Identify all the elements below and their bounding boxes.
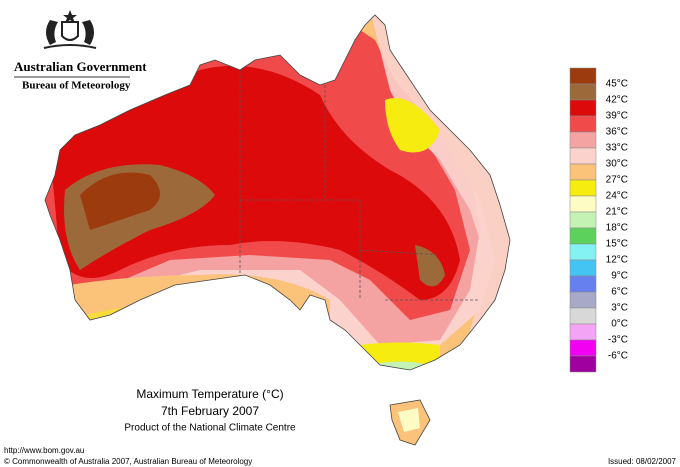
legend-swatch — [569, 259, 597, 277]
map-date: 7th February 2007 — [161, 404, 259, 418]
legend-swatch — [569, 115, 597, 133]
legend-swatch — [569, 163, 597, 181]
legend-swatch — [569, 195, 597, 213]
legend-label: 42°C — [606, 95, 628, 106]
map-product: Product of the National Climate Centre — [124, 423, 296, 434]
footer-issued: Issued: 08/02/2007 — [608, 457, 677, 466]
map-title: Maximum Temperature (°C) — [136, 387, 283, 401]
legend-label: 12°C — [606, 255, 628, 266]
legend-label: 45°C — [606, 79, 628, 90]
legend-label: -6°C — [608, 351, 628, 362]
legend-label: 27°C — [606, 175, 628, 186]
tasmania-interior — [398, 408, 420, 432]
legend-label: 33°C — [606, 143, 628, 154]
legend-swatch — [569, 307, 597, 325]
legend-label: 30°C — [606, 159, 628, 170]
legend-label: 36°C — [606, 127, 628, 138]
legend-swatch — [569, 83, 597, 101]
legend-swatch — [569, 131, 597, 149]
legend-label: 0°C — [611, 319, 628, 330]
footer-copyright: © Commonwealth of Australia 2007, Austra… — [4, 457, 252, 466]
legend-swatch — [569, 211, 597, 229]
legend-swatch — [569, 243, 597, 261]
legend-label: 24°C — [606, 191, 628, 202]
crest-logo — [43, 10, 97, 49]
bureau-name: Bureau of Meteorology — [22, 80, 131, 92]
legend-swatch — [569, 99, 597, 117]
legend-label: -3°C — [608, 335, 628, 346]
legend-swatch — [569, 291, 597, 309]
legend-label: 6°C — [611, 287, 628, 298]
legend-swatch — [569, 147, 597, 165]
legend-label: 21°C — [606, 207, 628, 218]
legend-swatch — [569, 323, 597, 341]
legend-label: 9°C — [611, 271, 628, 282]
legend-swatch — [569, 179, 597, 197]
legend-swatch — [569, 339, 597, 357]
legend-swatch — [569, 355, 597, 373]
legend: 45°C 42°C 39°C 36°C 33°C 30°C 27°C 24°C 21°C 18°C… — [569, 67, 628, 373]
legend-swatch — [569, 275, 597, 293]
legend-label: 15°C — [606, 239, 628, 250]
footer-url: http://www.bom.gov.au — [4, 446, 84, 455]
legend-label: 39°C — [606, 111, 628, 122]
agency-name: Australian Government — [14, 59, 147, 74]
legend-label: 18°C — [606, 223, 628, 234]
legend-swatch — [569, 67, 597, 85]
legend-swatch — [569, 227, 597, 245]
legend-label: 3°C — [611, 303, 628, 314]
